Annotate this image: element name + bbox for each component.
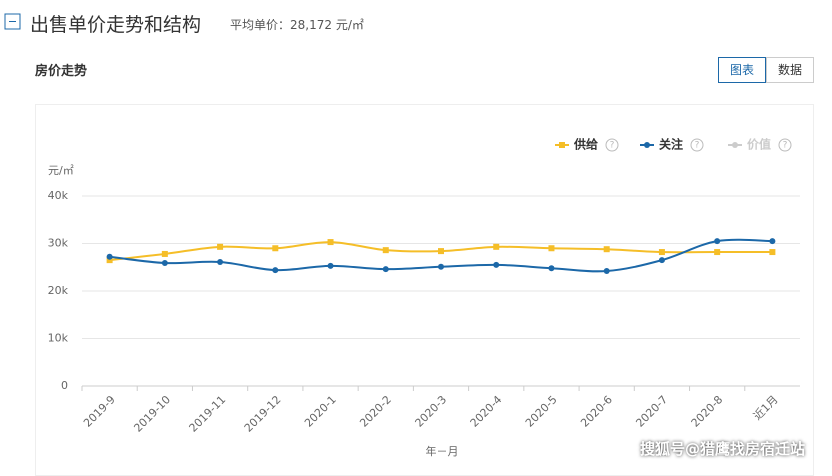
help-icon — [690, 138, 704, 152]
x-tick-label: 2020-2 — [357, 393, 394, 430]
tab[interactable]: 图表 — [718, 57, 766, 83]
x-axis-label: 年－月 — [426, 444, 459, 458]
point — [438, 263, 444, 270]
point — [161, 250, 168, 257]
y-unit: 元/㎡ — [48, 164, 74, 177]
x-tick-label: 2019-12 — [242, 393, 284, 435]
point — [714, 238, 721, 245]
y-tick-label: 10k — [48, 332, 69, 345]
x-tick-label: 2020-5 — [523, 393, 560, 430]
legend-label: 价值 — [747, 137, 771, 152]
help-icon-q: ? — [695, 141, 700, 151]
point — [769, 238, 776, 245]
point — [272, 267, 279, 274]
point — [217, 243, 224, 250]
help-icon-q: ? — [783, 141, 788, 151]
tab[interactable]: 数据 — [766, 57, 814, 83]
legend-marker — [559, 142, 565, 148]
avg-label: 平均单价： — [230, 18, 291, 32]
point — [769, 249, 776, 256]
y-tick-label: 40k — [48, 189, 69, 202]
point — [161, 259, 168, 266]
point — [272, 245, 279, 252]
x-tick-label: 2020-7 — [633, 393, 670, 430]
x-tick-label: 2019-10 — [131, 393, 173, 435]
y-tick-label: 0 — [61, 379, 68, 392]
point — [106, 253, 113, 260]
collapse-icon[interactable] — [4, 13, 26, 35]
point — [603, 246, 610, 253]
x-tick-label: 2020-6 — [578, 393, 615, 430]
legend-item[interactable]: 供给? — [555, 137, 619, 152]
chart: 元/㎡ 年－月 0 10k 20k 30k 40k 2019-9 2019-10 2019-1… — [48, 137, 800, 458]
legend-item[interactable]: 价值? — [728, 137, 792, 152]
point — [548, 245, 555, 252]
y-tick-label: 20k — [48, 284, 69, 297]
page: 出售单价走势和结构 平均单价：28,172 元/㎡ 房价走势 图表 数据 元/㎡… — [4, 13, 814, 476]
x-tick-label: 近1月 — [751, 393, 781, 423]
point — [658, 249, 665, 256]
avg-value: 28,172 元/㎡ — [290, 18, 364, 32]
avg-price: 平均单价：28,172 元/㎡ — [230, 16, 364, 33]
y-tick-label: 30k — [48, 237, 69, 250]
point — [327, 239, 334, 246]
section-title: 房价走势 — [35, 64, 88, 79]
x-tick-label: 2019-9 — [81, 393, 118, 430]
point — [382, 247, 389, 254]
watermark: 搜狐号@猎鹰找房宿迁站 — [640, 440, 806, 458]
header-title: 出售单价走势和结构 — [30, 14, 202, 36]
x-tick-label: 2019-11 — [187, 393, 229, 435]
point — [217, 259, 224, 266]
legend-label: 关注 — [659, 137, 683, 152]
point — [106, 257, 113, 264]
help-icon-q: ? — [610, 141, 615, 151]
x-tick-label: 2020-4 — [468, 393, 505, 430]
point — [548, 265, 555, 272]
x-tick-label: 2020-3 — [412, 393, 449, 430]
point — [658, 257, 665, 264]
x-tick-label: 2020-1 — [302, 393, 339, 430]
point — [493, 243, 500, 250]
legend-item[interactable]: 关注? — [640, 137, 704, 152]
legend-marker — [732, 142, 738, 148]
point — [382, 266, 389, 273]
x-tick-label: 2020-8 — [689, 393, 726, 430]
point — [714, 249, 721, 256]
point — [603, 268, 610, 275]
point — [327, 262, 334, 269]
legend-label: 供给 — [573, 137, 598, 152]
help-icon — [605, 138, 619, 152]
legend-marker — [644, 142, 650, 148]
point — [438, 248, 444, 255]
point — [493, 261, 500, 268]
tabs: 图表 数据 — [718, 57, 814, 83]
help-icon — [778, 138, 792, 152]
